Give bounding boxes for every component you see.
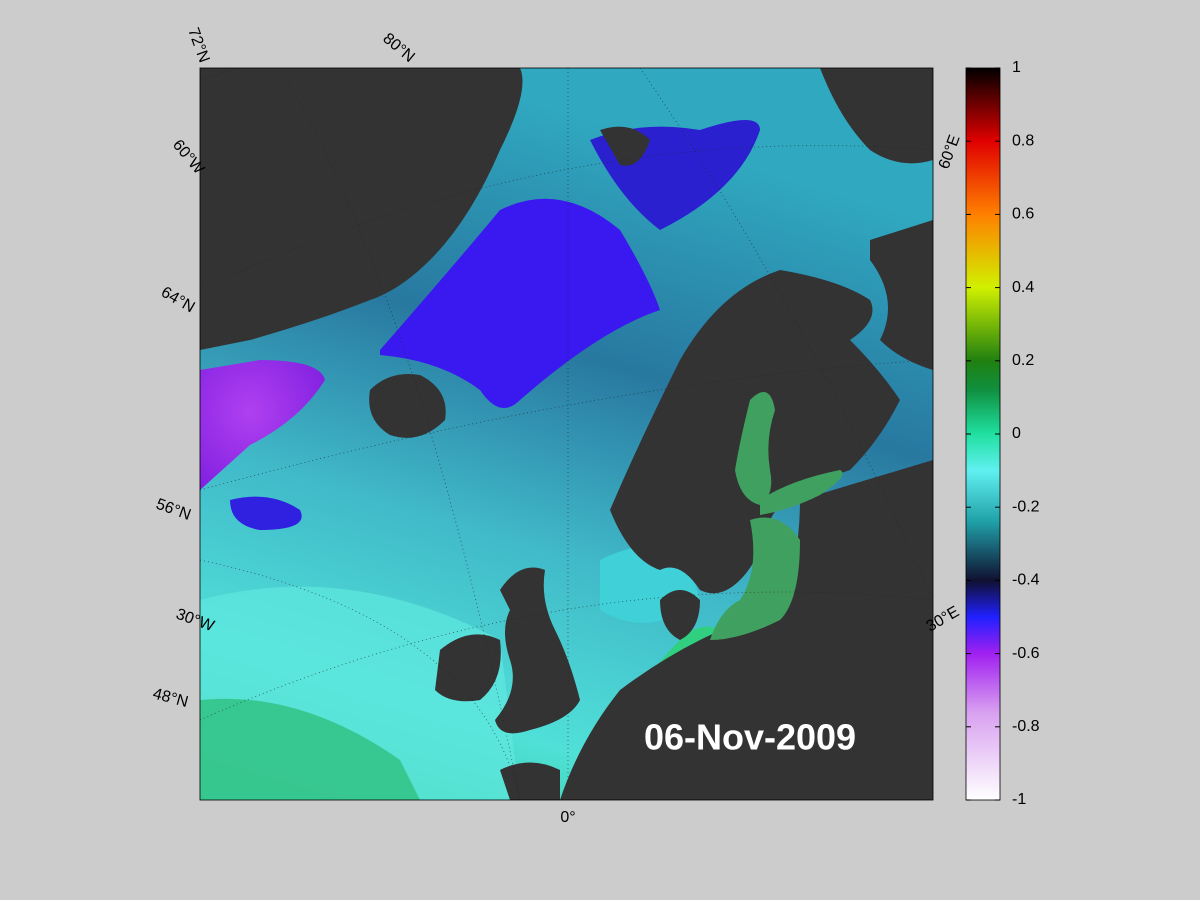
graticule-label: 72°N — [184, 26, 212, 65]
map: 06-Nov-2009 — [200, 68, 933, 800]
colorbar-tick-label: 0 — [1012, 425, 1021, 442]
graticule-label: 48°N — [151, 685, 190, 711]
graticule-label: 60°E — [936, 133, 964, 172]
colorbar-tick-label: 0.4 — [1012, 279, 1034, 296]
colorbar-tick-label: 0.6 — [1012, 206, 1034, 223]
date-label: 06-Nov-2009 — [644, 717, 856, 758]
graticule-label: 56°N — [154, 496, 193, 524]
colorbar-tick-label: -0.2 — [1012, 498, 1040, 515]
colorbar-tick-label: -0.8 — [1012, 718, 1040, 735]
colorbar-tick-label: 0.2 — [1012, 352, 1034, 369]
graticule-label: 80°N — [379, 30, 417, 66]
colorbar-tick-label: 0.8 — [1012, 132, 1034, 149]
colorbar-tick-label: -0.4 — [1012, 572, 1040, 589]
colorbar-tick-label: -1 — [1012, 791, 1026, 808]
colorbar — [965, 67, 1001, 801]
graticule-label: 0° — [560, 809, 575, 826]
graticule-label: 64°N — [158, 284, 197, 317]
colorbar-tick-label: 1 — [1012, 59, 1021, 76]
colorbar-tick-label: -0.6 — [1012, 645, 1040, 662]
map-frame — [199, 67, 934, 801]
colorbar-ticks: 1 0.8 0.6 0.4 0.2 0 -0.2 -0.4 -0.6 -0.8 -1 — [966, 59, 1040, 808]
